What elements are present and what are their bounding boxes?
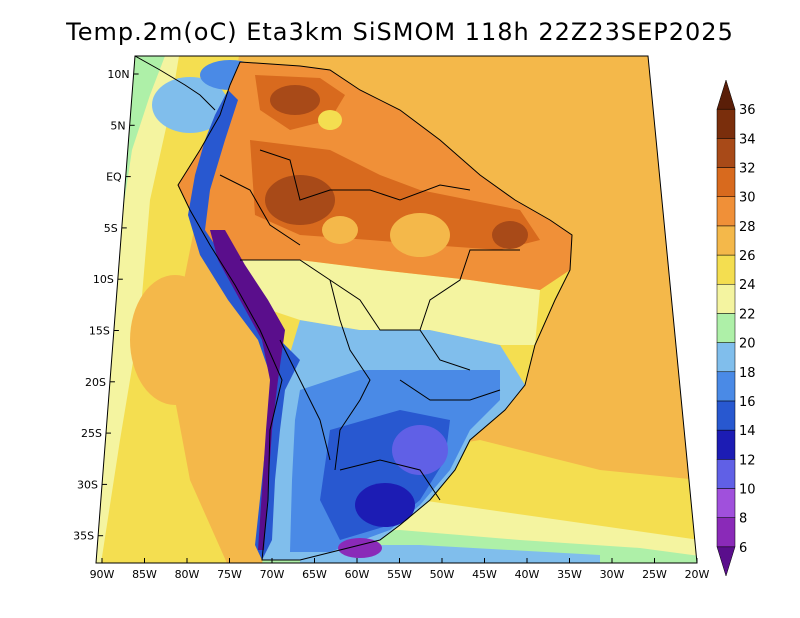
longitude-axis: 90W 85W 80W 75W 70W 65W 60W 55W 50W 45W 40W 35W 30W 2…: [90, 558, 710, 581]
lat-label: 10N: [107, 68, 129, 81]
map-title: Temp.2m(oC) Eta3km SiSMOM 118h 22Z23SEP2…: [66, 18, 734, 46]
central-america-coast: [134, 56, 216, 111]
colorbar-segment: [716, 138, 736, 168]
lon-label: 30W: [600, 568, 625, 581]
lon-label: 70W: [260, 568, 285, 581]
colorbar-label: 34: [739, 132, 756, 147]
lon-label: 25W: [642, 568, 667, 581]
colorbar-segment: [716, 254, 736, 285]
lon-label: 90W: [90, 568, 115, 581]
colorbar-label: 36: [739, 103, 756, 118]
lon-label: 40W: [515, 568, 540, 581]
lat-label: 30S: [77, 478, 98, 491]
colorbar-segment: [716, 488, 736, 518]
lon-label: 50W: [430, 568, 455, 581]
lat-label: 35S: [73, 530, 94, 543]
colorbar-segment: [716, 283, 736, 314]
colorbar-segment: [716, 400, 736, 431]
colorbar-segment: [716, 167, 736, 197]
colorbar: 6 8 10 12 14 16 18 20 22 24 26 28 30 32 34 36: [716, 79, 756, 577]
lon-label: 55W: [387, 568, 412, 581]
lon-label: 20W: [685, 568, 710, 581]
pacific-warm-anomaly: [130, 275, 220, 405]
lon-label: 65W: [302, 568, 327, 581]
colorbar-label: 24: [739, 278, 756, 293]
latitude-axis: 10N 5N EQ 5S 10S 15S 20S 25S 30S 35S: [73, 68, 139, 543]
colorbar-label: 32: [739, 162, 756, 177]
colorbar-label: 12: [739, 453, 756, 468]
colorbar-label: 30: [739, 191, 756, 206]
colorbar-segment: [716, 108, 736, 139]
colorbar-segment: [716, 313, 736, 343]
colorbar-label: 20: [739, 337, 756, 352]
colorbar-label: 28: [739, 220, 756, 235]
caribbean-cool-patch: [152, 77, 228, 133]
colorbar-segment: [716, 546, 736, 577]
lon-label: 80W: [175, 568, 200, 581]
lon-label: 35W: [557, 568, 582, 581]
colorbar-label: 14: [739, 424, 756, 439]
colorbar-segment: [716, 429, 736, 460]
colorbar-segment: [716, 225, 736, 256]
lat-label: 5S: [104, 222, 118, 235]
colorbar-label: 26: [739, 249, 756, 264]
lon-label: 75W: [217, 568, 242, 581]
colorbar-segment: [716, 459, 736, 489]
temperature-field: [96, 56, 697, 563]
andes-cold-strip: [188, 90, 300, 560]
lat-label: 5N: [110, 119, 125, 132]
colorbar-label: 16: [739, 395, 756, 410]
colorbar-label: 6: [739, 541, 747, 556]
lat-label: EQ: [106, 171, 122, 184]
lon-label: 45W: [472, 568, 497, 581]
country-borders: [177, 61, 573, 561]
colorbar-segment: [716, 342, 736, 373]
colorbar-label: 22: [739, 307, 756, 322]
lat-label: 15S: [89, 325, 110, 338]
colorbar-label: 10: [739, 482, 756, 497]
lat-label: 10S: [93, 273, 114, 286]
lat-label: 25S: [81, 427, 102, 440]
colorbar-segment: [716, 517, 736, 548]
colorbar-label: 8: [739, 512, 747, 527]
colorbar-segment: [716, 371, 736, 402]
colorbar-label: 18: [739, 366, 756, 381]
lon-label: 85W: [132, 568, 157, 581]
colorbar-segment: [716, 79, 736, 110]
colorbar-segment: [716, 196, 736, 227]
south-america-continent: [178, 62, 572, 560]
lon-label: 60W: [345, 568, 370, 581]
lat-label: 20S: [85, 376, 106, 389]
